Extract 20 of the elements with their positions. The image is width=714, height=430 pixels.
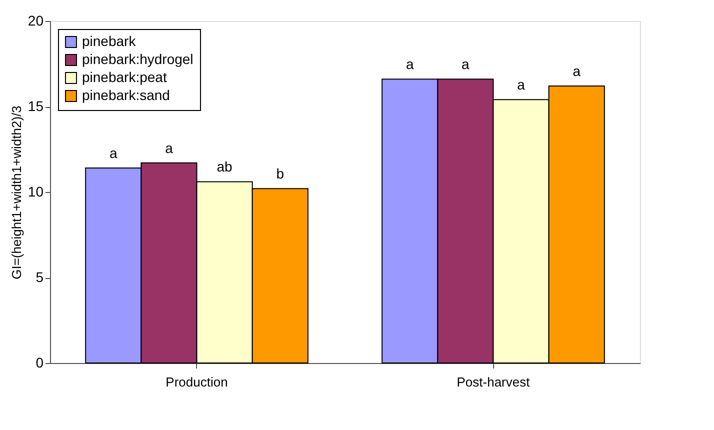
legend-label: pinebark:peat: [82, 69, 167, 85]
data-label: a: [462, 56, 470, 72]
x-tick-label: Production: [166, 374, 228, 390]
data-label: a: [406, 56, 414, 72]
y-tick-label: 20: [28, 12, 44, 28]
y-axis-title: GI=(height1+width1+width2)/3: [8, 106, 24, 280]
legend-label: pinebark:sand: [82, 87, 170, 103]
y-tick-label: 10: [28, 184, 44, 200]
data-label: b: [276, 166, 284, 182]
y-tick-label: 15: [28, 98, 44, 114]
x-tick-label: Post-harvest: [456, 374, 530, 390]
data-label: a: [165, 140, 174, 156]
y-tick-label: 0: [36, 354, 44, 370]
data-label: a: [517, 76, 526, 93]
y-tick-label: 5: [36, 269, 44, 285]
data-label: ab: [216, 158, 233, 175]
data-label: a: [572, 62, 581, 79]
data-label: a: [109, 145, 118, 162]
legend-label: pinebark: [82, 33, 137, 49]
legend-label: pinebark:hydrogel: [82, 51, 194, 67]
